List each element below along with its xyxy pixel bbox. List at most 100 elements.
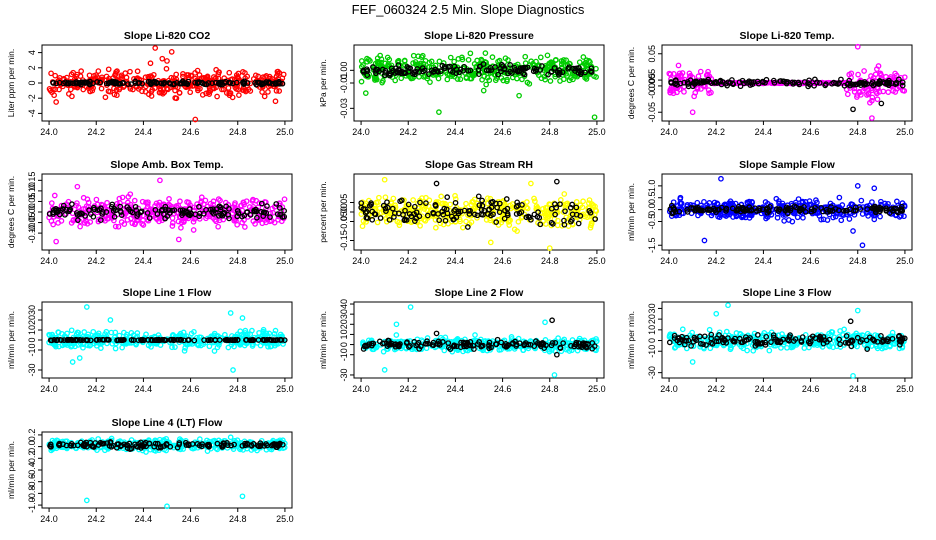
data-point — [750, 79, 757, 85]
data-point — [676, 86, 683, 93]
x-tick-label: 24.2 — [87, 127, 105, 137]
data-point — [63, 206, 70, 213]
data-point — [279, 214, 286, 220]
data-point — [134, 68, 141, 75]
data-point — [117, 203, 124, 210]
data-point — [667, 89, 674, 96]
data-point — [439, 62, 446, 69]
y-tick-label: 0 — [27, 80, 37, 85]
data-point — [210, 74, 217, 80]
data-point — [51, 92, 57, 99]
data-point — [156, 89, 163, 96]
y-axis-label: Liter ppm per min. — [6, 49, 16, 118]
data-point — [422, 57, 429, 64]
data-point-outlier — [854, 43, 861, 50]
data-point — [203, 215, 209, 222]
data-point — [50, 79, 56, 86]
x-tick-label: 24.2 — [399, 256, 417, 266]
data-point — [96, 207, 103, 213]
data-point — [114, 68, 120, 74]
data-point — [691, 93, 697, 100]
data-point — [215, 69, 222, 76]
data-point — [418, 54, 425, 60]
data-point-outlier — [381, 176, 388, 183]
data-point — [415, 63, 421, 70]
y-tick-label: -2 — [27, 94, 37, 102]
data-point — [159, 206, 166, 213]
data-point — [267, 214, 273, 220]
data-point — [231, 217, 238, 224]
x-tick-label: 24.6 — [802, 127, 820, 137]
data-point-outlier — [381, 367, 388, 373]
x-tick-label: 24.8 — [849, 384, 867, 394]
data-point — [76, 211, 83, 218]
data-point — [171, 207, 178, 213]
data-point-outlier — [487, 239, 494, 246]
data-point — [582, 69, 588, 76]
data-point — [386, 56, 393, 63]
data-point-outlier — [725, 302, 731, 309]
data-point — [66, 207, 73, 213]
data-point — [196, 210, 203, 217]
data-point — [452, 192, 458, 199]
data-point-outlier — [362, 90, 369, 96]
data-point — [360, 69, 367, 75]
data-point — [192, 70, 198, 76]
data-point — [90, 213, 97, 220]
data-point — [77, 223, 83, 230]
x-tick-label: 24.0 — [40, 384, 58, 394]
data-point — [80, 194, 87, 201]
data-point-outlier — [147, 60, 154, 67]
data-point — [869, 94, 876, 101]
data-point — [181, 210, 187, 216]
data-point — [206, 343, 213, 350]
data-point — [864, 92, 870, 98]
data-point — [258, 81, 265, 88]
data-point — [800, 214, 806, 221]
data-point — [99, 211, 106, 217]
data-point — [750, 347, 757, 354]
data-point — [877, 71, 883, 77]
x-tick-label: 24.4 — [755, 127, 773, 137]
data-point — [51, 192, 58, 199]
data-point — [704, 71, 711, 78]
data-point — [475, 193, 482, 200]
data-point — [261, 93, 268, 100]
data-point — [748, 79, 755, 86]
data-point — [229, 94, 236, 101]
y-tick-label: 0.15 — [27, 172, 37, 190]
data-point — [50, 221, 57, 228]
data-point-outlier — [152, 45, 159, 51]
data-point-outlier — [689, 359, 696, 365]
data-point — [522, 53, 529, 60]
data-point — [223, 90, 230, 96]
data-point — [526, 80, 533, 87]
data-point — [495, 58, 501, 65]
data-point — [87, 219, 94, 225]
data-point — [48, 200, 55, 206]
data-point — [154, 211, 161, 217]
data-point — [169, 344, 175, 351]
data-point — [225, 85, 232, 91]
data-point — [82, 80, 89, 86]
data-point — [125, 81, 131, 87]
x-tick-label: 25.0 — [588, 127, 606, 137]
data-point — [97, 79, 103, 86]
data-point — [566, 64, 572, 71]
data-point — [250, 218, 257, 224]
y-axis-label: ml/min per min. — [318, 311, 328, 369]
data-point — [694, 199, 701, 206]
data-point — [580, 54, 587, 60]
data-point — [178, 224, 184, 231]
data-point — [892, 70, 898, 77]
data-point — [70, 80, 77, 87]
data-point — [706, 90, 712, 97]
data-point — [515, 68, 521, 75]
data-point — [410, 52, 417, 59]
data-point-outlier — [230, 367, 236, 373]
y-tick-label: 0.05 — [647, 45, 657, 63]
data-point-outlier — [164, 58, 170, 64]
x-tick-label: 24.8 — [541, 127, 559, 137]
